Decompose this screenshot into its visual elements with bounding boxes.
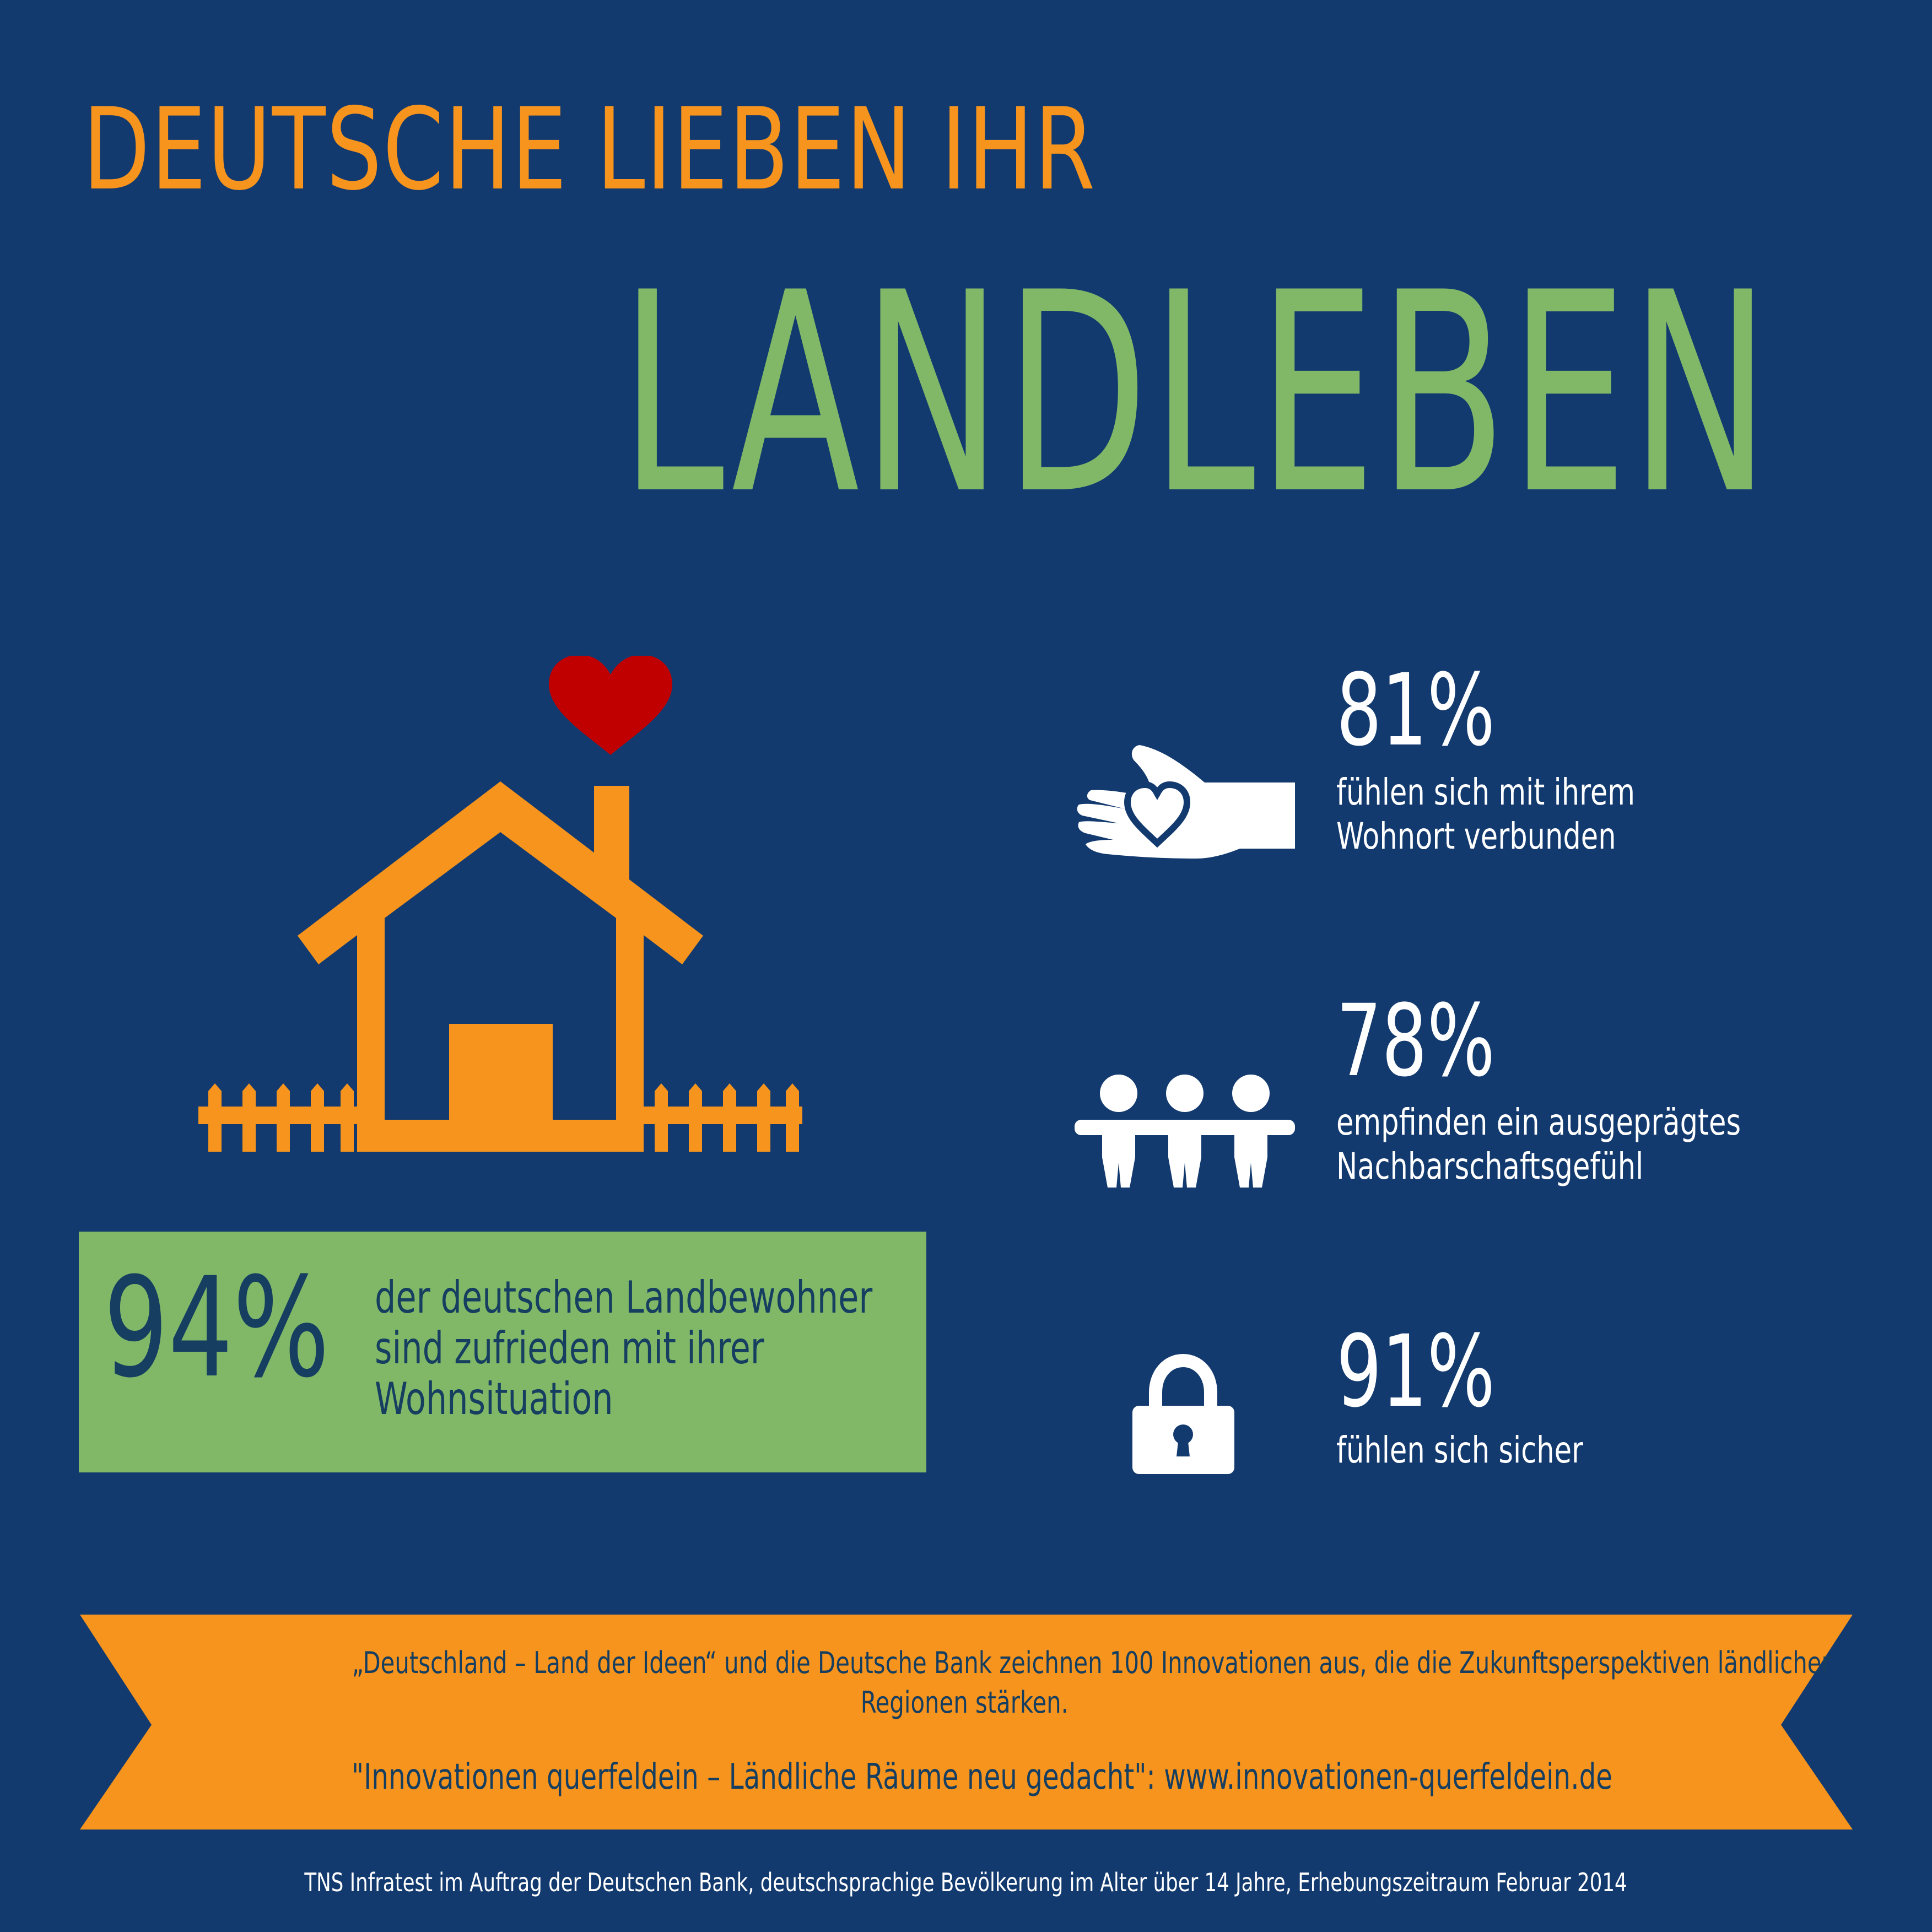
main-stat-box: 94% der deutschen Landbewohner sind zufr… [79, 1232, 926, 1472]
title-landleben: LANDLEBEN [620, 234, 1773, 554]
stat1-line2: Wohnort verbunden [1336, 815, 1616, 857]
people-holding-hands-icon [1075, 1075, 1295, 1188]
stat1-line1: fühlen sich mit ihrem [1336, 771, 1636, 813]
stat3-description: fühlen sich sicher [1336, 1428, 1583, 1472]
stat1-percent: 81% [1336, 653, 1495, 768]
main-stat-line3: Wohnsituation [375, 1373, 613, 1424]
ribbon-text: „Deutschland – Land der Ideen“ und die D… [231, 1643, 1831, 1723]
ribbon-banner [80, 1615, 1853, 1830]
door [449, 1024, 553, 1120]
heart-icon [549, 656, 672, 755]
house-with-heart-icon [198, 656, 802, 1152]
main-stat-line2: sind zufrieden mit ihrer [375, 1323, 764, 1374]
stat2-percent: 78% [1336, 984, 1495, 1099]
source-text: TNS Infratest im Auftrag der Deutschen B… [304, 1868, 1628, 1897]
fence-right [643, 1083, 802, 1152]
padlock-icon [1132, 1353, 1234, 1474]
stat3-percent: 91% [1336, 1314, 1495, 1429]
main-stat-percent: 94% [104, 1248, 330, 1408]
stat2-line1: empfinden ein ausgeprägtes [1336, 1101, 1741, 1143]
ribbon-line1: „Deutschland – Land der Ideen“ und die D… [352, 1645, 1831, 1680]
source-footer: TNS Infratest im Auftrag der Deutschen B… [0, 1866, 1932, 1899]
ribbon-line3: "Innovationen querfeldein – Ländliche Rä… [351, 1757, 1613, 1798]
title-line1: DEUTSCHE LIEBEN IHR [83, 84, 1096, 215]
stat2-description: empfinden ein ausgeprägtes Nachbarschaft… [1336, 1100, 1741, 1189]
ribbon-line2: Regionen stärken. [860, 1685, 1068, 1720]
ribbon-link-text: "Innovationen querfeldein – Ländliche Rä… [231, 1755, 1697, 1799]
stat1-description: fühlen sich mit ihrem Wohnort verbunden [1336, 770, 1635, 859]
stat2-line2: Nachbarschaftsgefühl [1336, 1145, 1644, 1188]
hand-heart-icon [1077, 745, 1295, 859]
main-stat-line1: der deutschen Landbewohner [375, 1272, 873, 1323]
fence-left [198, 1083, 358, 1152]
stat3-line1: fühlen sich sicher [1336, 1429, 1584, 1471]
house-walls [357, 791, 644, 1152]
main-stat-description: der deutschen Landbewohner sind zufriede… [375, 1272, 872, 1424]
